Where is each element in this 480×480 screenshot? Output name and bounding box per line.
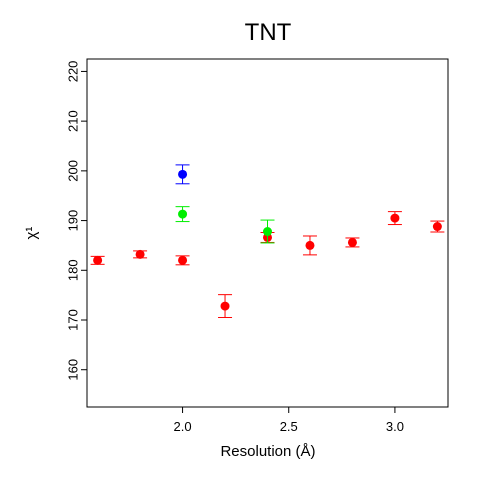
x-axis: 2.0 2.5 3.0 bbox=[174, 407, 404, 434]
series-layer bbox=[90, 164, 445, 319]
series-0 bbox=[90, 211, 445, 319]
data-point bbox=[432, 222, 442, 232]
data-point bbox=[178, 169, 188, 179]
x-tick-label: 3.0 bbox=[386, 419, 404, 434]
x-tick-label: 2.0 bbox=[174, 419, 192, 434]
y-axis: 160 170 180 190 200 210 220 bbox=[66, 61, 87, 381]
data-point bbox=[347, 237, 357, 247]
x-axis-label: Resolution (Å) bbox=[220, 443, 315, 460]
y-tick-label: 160 bbox=[66, 359, 81, 381]
data-point bbox=[135, 249, 145, 259]
chart-title: TNT bbox=[245, 19, 292, 46]
series-1 bbox=[175, 206, 275, 244]
y-tick-label: 210 bbox=[66, 110, 81, 132]
y-tick-label: 220 bbox=[66, 61, 81, 83]
series-2 bbox=[175, 164, 190, 185]
data-point bbox=[220, 301, 230, 311]
data-point bbox=[178, 255, 188, 265]
x-tick-label: 2.5 bbox=[280, 419, 298, 434]
y-tick-label: 200 bbox=[66, 160, 81, 182]
y-tick-label: 170 bbox=[66, 309, 81, 331]
data-point bbox=[178, 209, 188, 219]
y-tick-label: 190 bbox=[66, 210, 81, 232]
plot-frame bbox=[86, 58, 449, 408]
data-point bbox=[305, 240, 315, 250]
data-point bbox=[390, 213, 400, 223]
y-tick-label: 180 bbox=[66, 259, 81, 281]
data-point bbox=[93, 255, 103, 265]
data-point bbox=[263, 227, 272, 237]
y-axis-label: χ¹ bbox=[23, 227, 40, 240]
